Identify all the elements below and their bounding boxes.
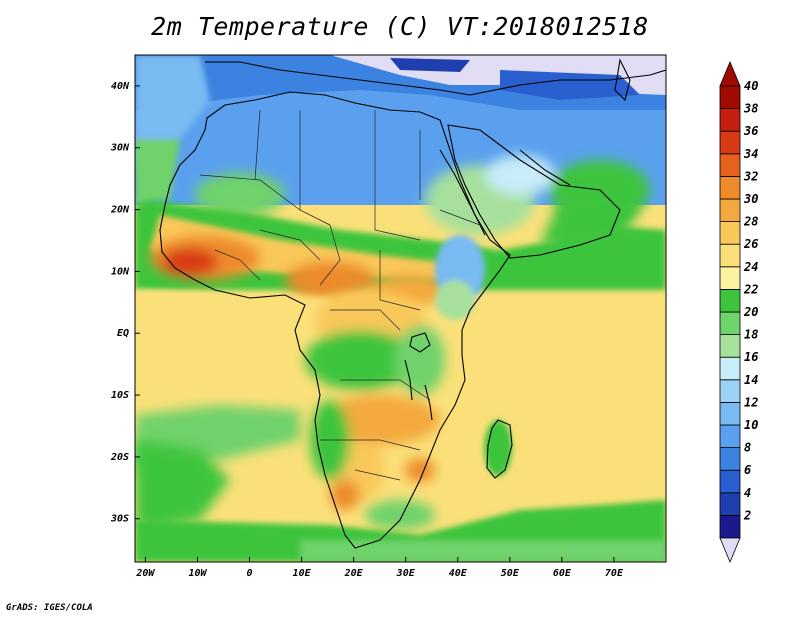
colorbar-label: 6 (744, 463, 751, 477)
y-tick-label: 20N (110, 205, 130, 216)
colorbar-segment (719, 515, 741, 539)
plot-frame (134, 54, 667, 563)
chart-title: 2m Temperature (C) VT:2018012518 (151, 12, 649, 41)
y-tick-label: 40N (111, 81, 130, 92)
colorbar-segment (719, 288, 741, 313)
temperature-field (135, 55, 666, 562)
y-tick-label: 30N (110, 143, 130, 154)
colorbar-label: 30 (743, 192, 758, 206)
colorbar-segment (719, 198, 741, 223)
x-tick-label: 0 (247, 568, 253, 579)
mediterranean-north (205, 61, 666, 96)
colorbar-label: 2 (743, 508, 751, 522)
colorbar-segment (719, 108, 741, 132)
red-sea (439, 149, 486, 236)
colorbar-segment (719, 221, 741, 245)
gulf (519, 149, 571, 186)
colorbar-label: 8 (744, 441, 751, 455)
colorbar-segment (719, 85, 741, 110)
country-borders (199, 109, 481, 481)
y-tick-label: 20S (110, 452, 129, 463)
colorbar-segment (719, 153, 741, 177)
colorbar-segment (719, 401, 741, 426)
colorbar-under-triangle (719, 537, 741, 564)
colorbar-label: 14 (744, 373, 758, 387)
colorbar-label: 34 (743, 147, 758, 161)
x-tick-label: 70E (605, 568, 624, 579)
madagascar-coastline (486, 419, 513, 479)
colorbar-segment (719, 469, 741, 494)
colorbar-segment (719, 379, 741, 403)
colorbar-label: 4 (744, 486, 751, 500)
colorbar-segment (719, 311, 741, 336)
africa-coastline (159, 91, 511, 549)
colorbar-label: 10 (744, 418, 758, 432)
colorbar-segment (719, 175, 741, 200)
credit-text: GrADS: IGES/COLA (6, 603, 93, 613)
colorbar-label: 22 (743, 282, 758, 296)
x-tick-label: 60E (553, 568, 572, 579)
y-tick-label: 30S (110, 514, 129, 525)
colorbar-label: 24 (743, 260, 758, 274)
colorbar-label: 28 (743, 215, 758, 229)
colorbar-segment (719, 492, 741, 516)
colorbar-segment (719, 266, 741, 290)
caspian (614, 58, 631, 102)
colorbar-label: 40 (744, 79, 758, 93)
colorbar-label: 36 (743, 124, 758, 138)
lake-tanganyika (404, 359, 413, 401)
colorbar-label: 26 (743, 237, 758, 251)
x-tick-label: 20E (344, 568, 364, 579)
colorbar-segment (719, 243, 741, 268)
y-tick-label: 10N (111, 266, 130, 277)
lake-victoria (409, 332, 431, 353)
lake-malawi (424, 384, 433, 421)
colorbar-segment (719, 356, 741, 381)
colorbar-label: 20 (743, 305, 758, 319)
colorbar-segment (719, 334, 741, 358)
colorbar-over-triangle (719, 60, 741, 87)
x-tick-label: 30E (396, 568, 416, 579)
colorbar-segment (719, 130, 741, 155)
colorbar-label: 38 (743, 102, 758, 116)
colorbar-label: 16 (744, 350, 758, 364)
y-tick-label: 10S (111, 390, 129, 401)
x-tick-label: 20W (135, 568, 155, 579)
x-tick-label: 10E (293, 568, 312, 579)
x-tick-label: 40E (449, 568, 468, 579)
x-tick-label: 50E (501, 568, 520, 579)
colorbar-segment (719, 424, 741, 449)
x-tick-label: 10W (188, 568, 207, 579)
arabia-coastline (447, 124, 621, 259)
colorbar-label: 18 (744, 328, 758, 342)
axis-ticks: 20W 10W 0 10E 20E 30E 40E 50E 60E 70E 40N 30N 20N 10N… (110, 81, 624, 579)
colorbar-label: 32 (743, 169, 758, 183)
y-tick-label: EQ (117, 328, 129, 339)
coastlines (159, 58, 666, 549)
colorbar-label: 12 (744, 395, 758, 409)
colorbar-segment (719, 447, 741, 471)
